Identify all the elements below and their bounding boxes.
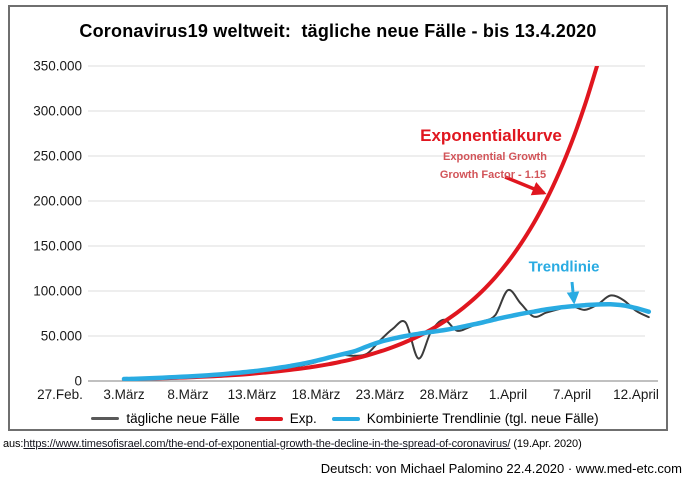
source-date: (19.Apr. 2020): [510, 438, 582, 450]
daily-cases-line: [123, 288, 650, 381]
legend-line-swatch: [331, 416, 360, 421]
trendline-annotation: Trendlinie: [528, 258, 600, 276]
y-tick-label: 150.000: [33, 239, 82, 254]
x-tick-label: 8.März: [167, 387, 209, 402]
y-tick-label: 350.000: [33, 59, 82, 74]
x-tick-label: 18.März: [292, 387, 341, 402]
growth-factor-annotation: Growth Factor - 1.15: [439, 169, 547, 181]
source-prefix: aus:: [3, 438, 24, 450]
translation-credit: Deutsch: von Michael Palomino 22.4.2020 …: [320, 461, 682, 476]
chart-frame: 0 50.000 100.000 150.000 200.000 250.000 300.0…: [8, 5, 668, 431]
y-tick-label: 50.000: [41, 329, 82, 344]
source-citation: aus:https://www.timesofisrael.com/the-en…: [0, 438, 685, 450]
y-tick-label: 200.000: [33, 194, 82, 209]
x-tick-label: 28.März: [420, 387, 469, 402]
trendline-arrow-icon: [566, 281, 580, 305]
source-url-link[interactable]: https://www.timesofisrael.com/the-end-of…: [23, 438, 511, 450]
exponential-curve-annotation: Exponentialkurve: [420, 126, 562, 145]
x-tick-label: 13.März: [228, 387, 277, 402]
series-group: [121, 66, 652, 381]
plot-area: 0 50.000 100.000 150.000 200.000 250.000 300.0…: [33, 59, 659, 403]
x-tick-label: 27.Feb.: [37, 387, 83, 402]
x-tick-label: 7.April: [553, 387, 591, 402]
legend-label: tägliche neue Fälle: [126, 411, 240, 426]
legend-label: Exp.: [289, 411, 317, 426]
x-tick-label: 1.April: [489, 387, 527, 402]
x-tick-label: 3.März: [103, 387, 145, 402]
legend-item-trendline: Kombinierte Trendlinie (tgl. neue Fälle): [331, 411, 599, 426]
legend-line-swatch: [91, 417, 120, 420]
x-tick-label: 23.März: [356, 387, 405, 402]
exponential-arrow-icon: [504, 175, 547, 196]
y-tick-label: 0: [74, 374, 82, 389]
legend-item-exponential: Exp.: [254, 411, 317, 426]
x-tick-label: 12.April: [613, 387, 659, 402]
exponential-growth-annotation: Exponential Growth: [443, 151, 547, 163]
chart-title: Coronavirus19 weltweit: tägliche neue Fä…: [79, 21, 597, 41]
trendline-line: [121, 302, 652, 381]
y-tick-label: 250.000: [33, 149, 82, 164]
y-tick-label: 100.000: [33, 284, 82, 299]
legend-item-daily-cases: tägliche neue Fälle: [91, 411, 240, 426]
legend-line-swatch: [254, 416, 283, 421]
y-tick-label: 300.000: [33, 104, 82, 119]
chart-legend: tägliche neue Fälle Exp. Kombinierte Trend…: [10, 411, 666, 426]
legend-label: Kombinierte Trendlinie (tgl. neue Fälle): [366, 411, 599, 426]
